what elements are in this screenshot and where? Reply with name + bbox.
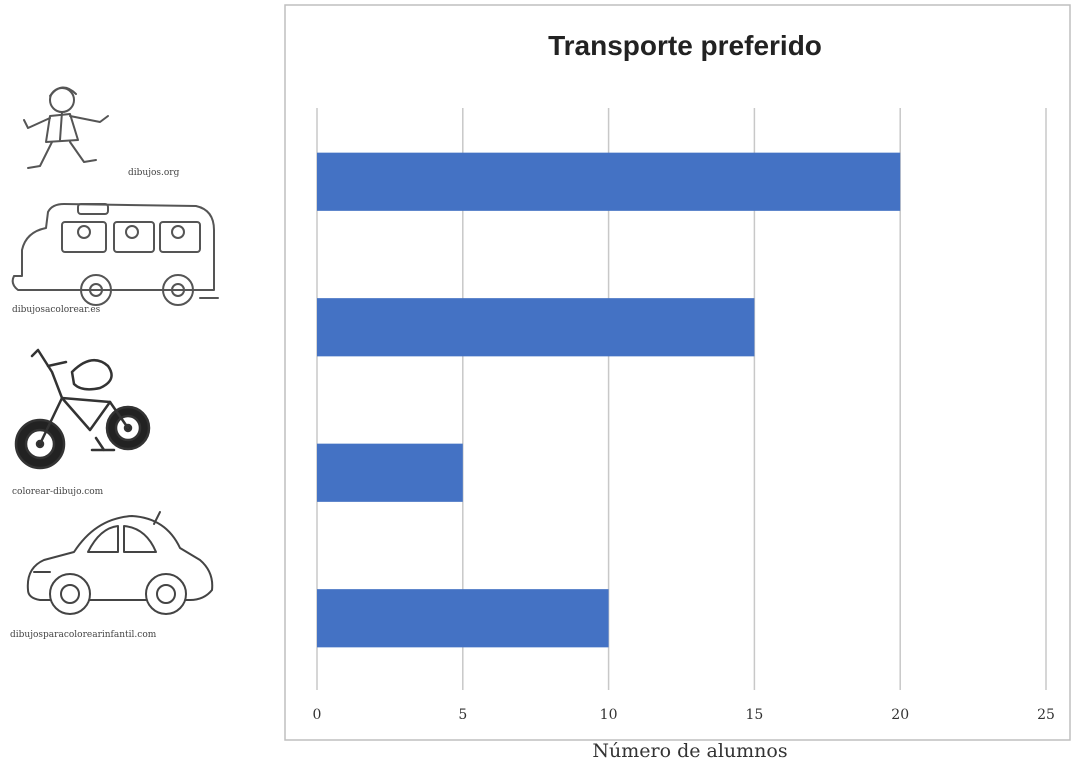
walking-child-icon (23, 86, 109, 169)
chart-title: Transporte preferido (548, 30, 822, 61)
x-tick-label: 25 (1037, 707, 1055, 723)
bus-icon (11, 203, 219, 306)
credit-walking: dibujos.org (128, 168, 180, 178)
x-tick-label: 0 (313, 707, 322, 723)
bars (317, 152, 901, 648)
x-axis-label: Número de alumnos (592, 740, 787, 762)
x-tick-label: 5 (458, 707, 467, 723)
x-tick-label: 10 (600, 707, 618, 723)
credit-car: dibujosparacolorearinfantil.com (10, 630, 157, 640)
bar-1 (317, 152, 901, 211)
bar-2 (317, 298, 755, 357)
bar-3 (317, 443, 463, 502)
credit-bicycle: colorear-dibujo.com (12, 487, 104, 497)
car-icon (26, 511, 214, 615)
bar-4 (317, 589, 609, 648)
x-tick-labels: 0 5 10 15 20 25 (313, 707, 1055, 723)
bicycle-icon (14, 348, 151, 470)
x-tick-label: 15 (745, 707, 763, 723)
x-tick-label: 20 (891, 707, 909, 723)
credit-bus: dibujosacolorear.es (12, 305, 101, 315)
